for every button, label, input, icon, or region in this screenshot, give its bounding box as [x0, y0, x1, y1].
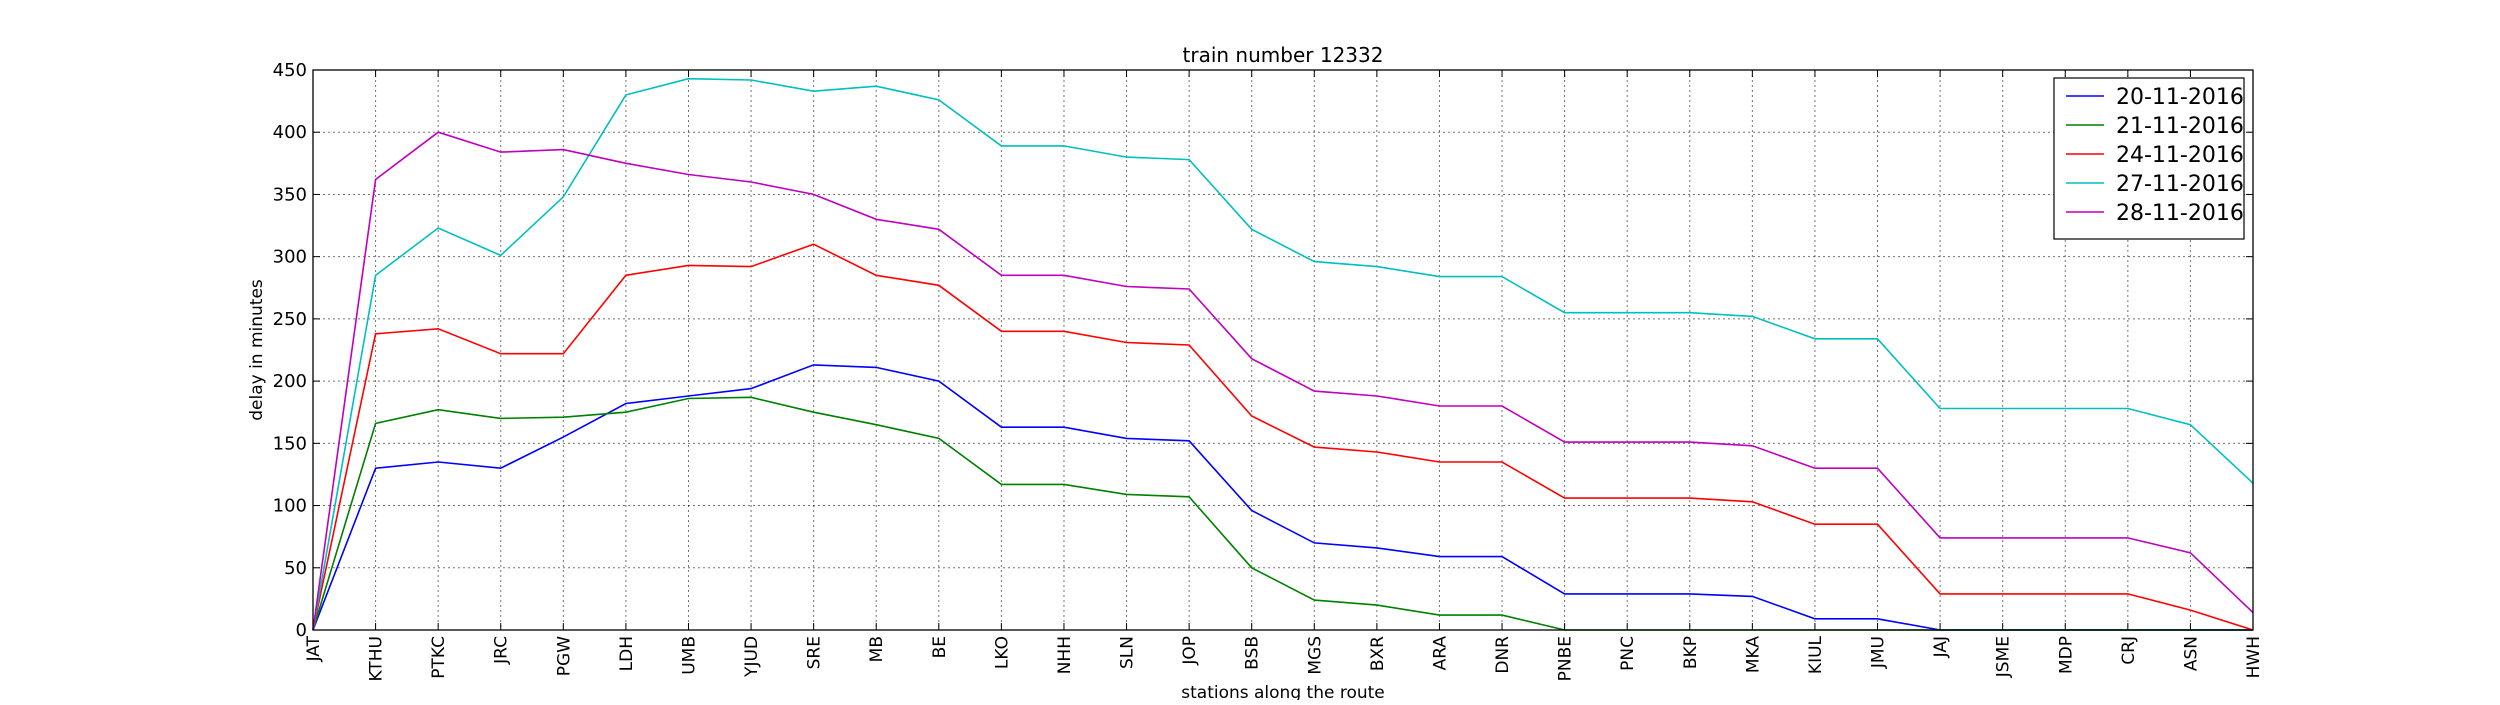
- y-tick-label: 450: [273, 60, 307, 81]
- y-tick-label: 200: [273, 371, 307, 392]
- y-tick-label: 250: [273, 309, 307, 330]
- x-tick-label: LDH: [617, 636, 637, 671]
- series-line-24-11-2016: [312, 243, 2254, 631]
- x-tick-label: BSB: [1243, 636, 1263, 670]
- y-tick-label: 100: [273, 496, 307, 517]
- y-tick-label: 300: [273, 247, 307, 268]
- x-tick-label: ASN: [2181, 636, 2201, 671]
- x-axis: JAT KTHU PTKC JRC PGW LDH UMB YJUD SRE MB BE LKO NHH…: [304, 70, 2264, 681]
- x-tick-label: PNC: [1618, 636, 1638, 671]
- legend-label: 21-11-2016: [2116, 114, 2244, 139]
- x-tick-label: SRE: [805, 636, 825, 669]
- x-tick-label: NHH: [1055, 636, 1075, 674]
- x-tick-label: KTHU: [367, 636, 387, 681]
- y-axis-label: delay in minutes: [247, 279, 267, 421]
- series-line-27-11-2016: [312, 77, 2254, 631]
- y-tick-label: 50: [284, 558, 307, 579]
- x-tick-label: PTKC: [429, 636, 449, 679]
- x-tick-label: HWH: [2244, 636, 2264, 678]
- series-line-20-11-2016: [312, 364, 2253, 631]
- series-layer: [312, 77, 2254, 631]
- x-tick-label: PGW: [554, 636, 574, 676]
- legend: 20-11-2016 21-11-2016 24-11-2016 27-11-2016…: [2053, 77, 2245, 240]
- x-tick-label: BE: [930, 636, 950, 658]
- x-tick-label: MB: [867, 636, 887, 662]
- x-tick-label: MDP: [2056, 636, 2076, 674]
- series-line-28-11-2016: [312, 131, 2254, 631]
- y-tick-label: 150: [273, 433, 307, 454]
- x-tick-label: MGS: [1305, 636, 1325, 675]
- plot-frame: [312, 69, 2254, 631]
- x-tick-label: BKP: [1681, 636, 1701, 669]
- grid-layer: [313, 70, 2253, 630]
- legend-label: 24-11-2016: [2116, 143, 2244, 168]
- x-axis-label: stations along the route: [1181, 683, 1385, 700]
- x-tick-label: UMB: [679, 636, 699, 675]
- x-tick-label: SLN: [1118, 636, 1138, 669]
- x-tick-label: MKA: [1743, 636, 1763, 674]
- y-axis: 0 50 100 150 200 250 300 350 400 450: [273, 60, 2253, 641]
- y-tick-label: 400: [273, 122, 307, 143]
- x-tick-label: JRC: [492, 636, 512, 665]
- legend-label: 27-11-2016: [2116, 172, 2244, 197]
- x-tick-label: JOP: [1180, 636, 1200, 666]
- x-tick-label: PNBE: [1556, 636, 1576, 681]
- y-tick-label: 0: [296, 620, 307, 641]
- x-tick-label: JSME: [1994, 636, 2014, 678]
- x-tick-label: DNR: [1493, 636, 1513, 674]
- x-tick-label: ARA: [1430, 636, 1450, 671]
- legend-label: 28-11-2016: [2116, 201, 2244, 226]
- chart-title: train number 12332: [1183, 43, 1384, 67]
- legend-label: 20-11-2016: [2116, 85, 2244, 110]
- x-tick-label: JMU: [1869, 636, 1889, 669]
- x-tick-label: JAJ: [1931, 636, 1951, 658]
- y-tick-label: 350: [273, 184, 307, 205]
- x-tick-label: BXR: [1368, 636, 1388, 671]
- x-tick-label: JAT: [304, 635, 324, 662]
- x-tick-label: KIUL: [1806, 635, 1826, 674]
- x-tick-label: CRJ: [2119, 636, 2139, 665]
- x-tick-label: LKO: [992, 636, 1012, 669]
- x-tick-label: YJUD: [742, 636, 762, 678]
